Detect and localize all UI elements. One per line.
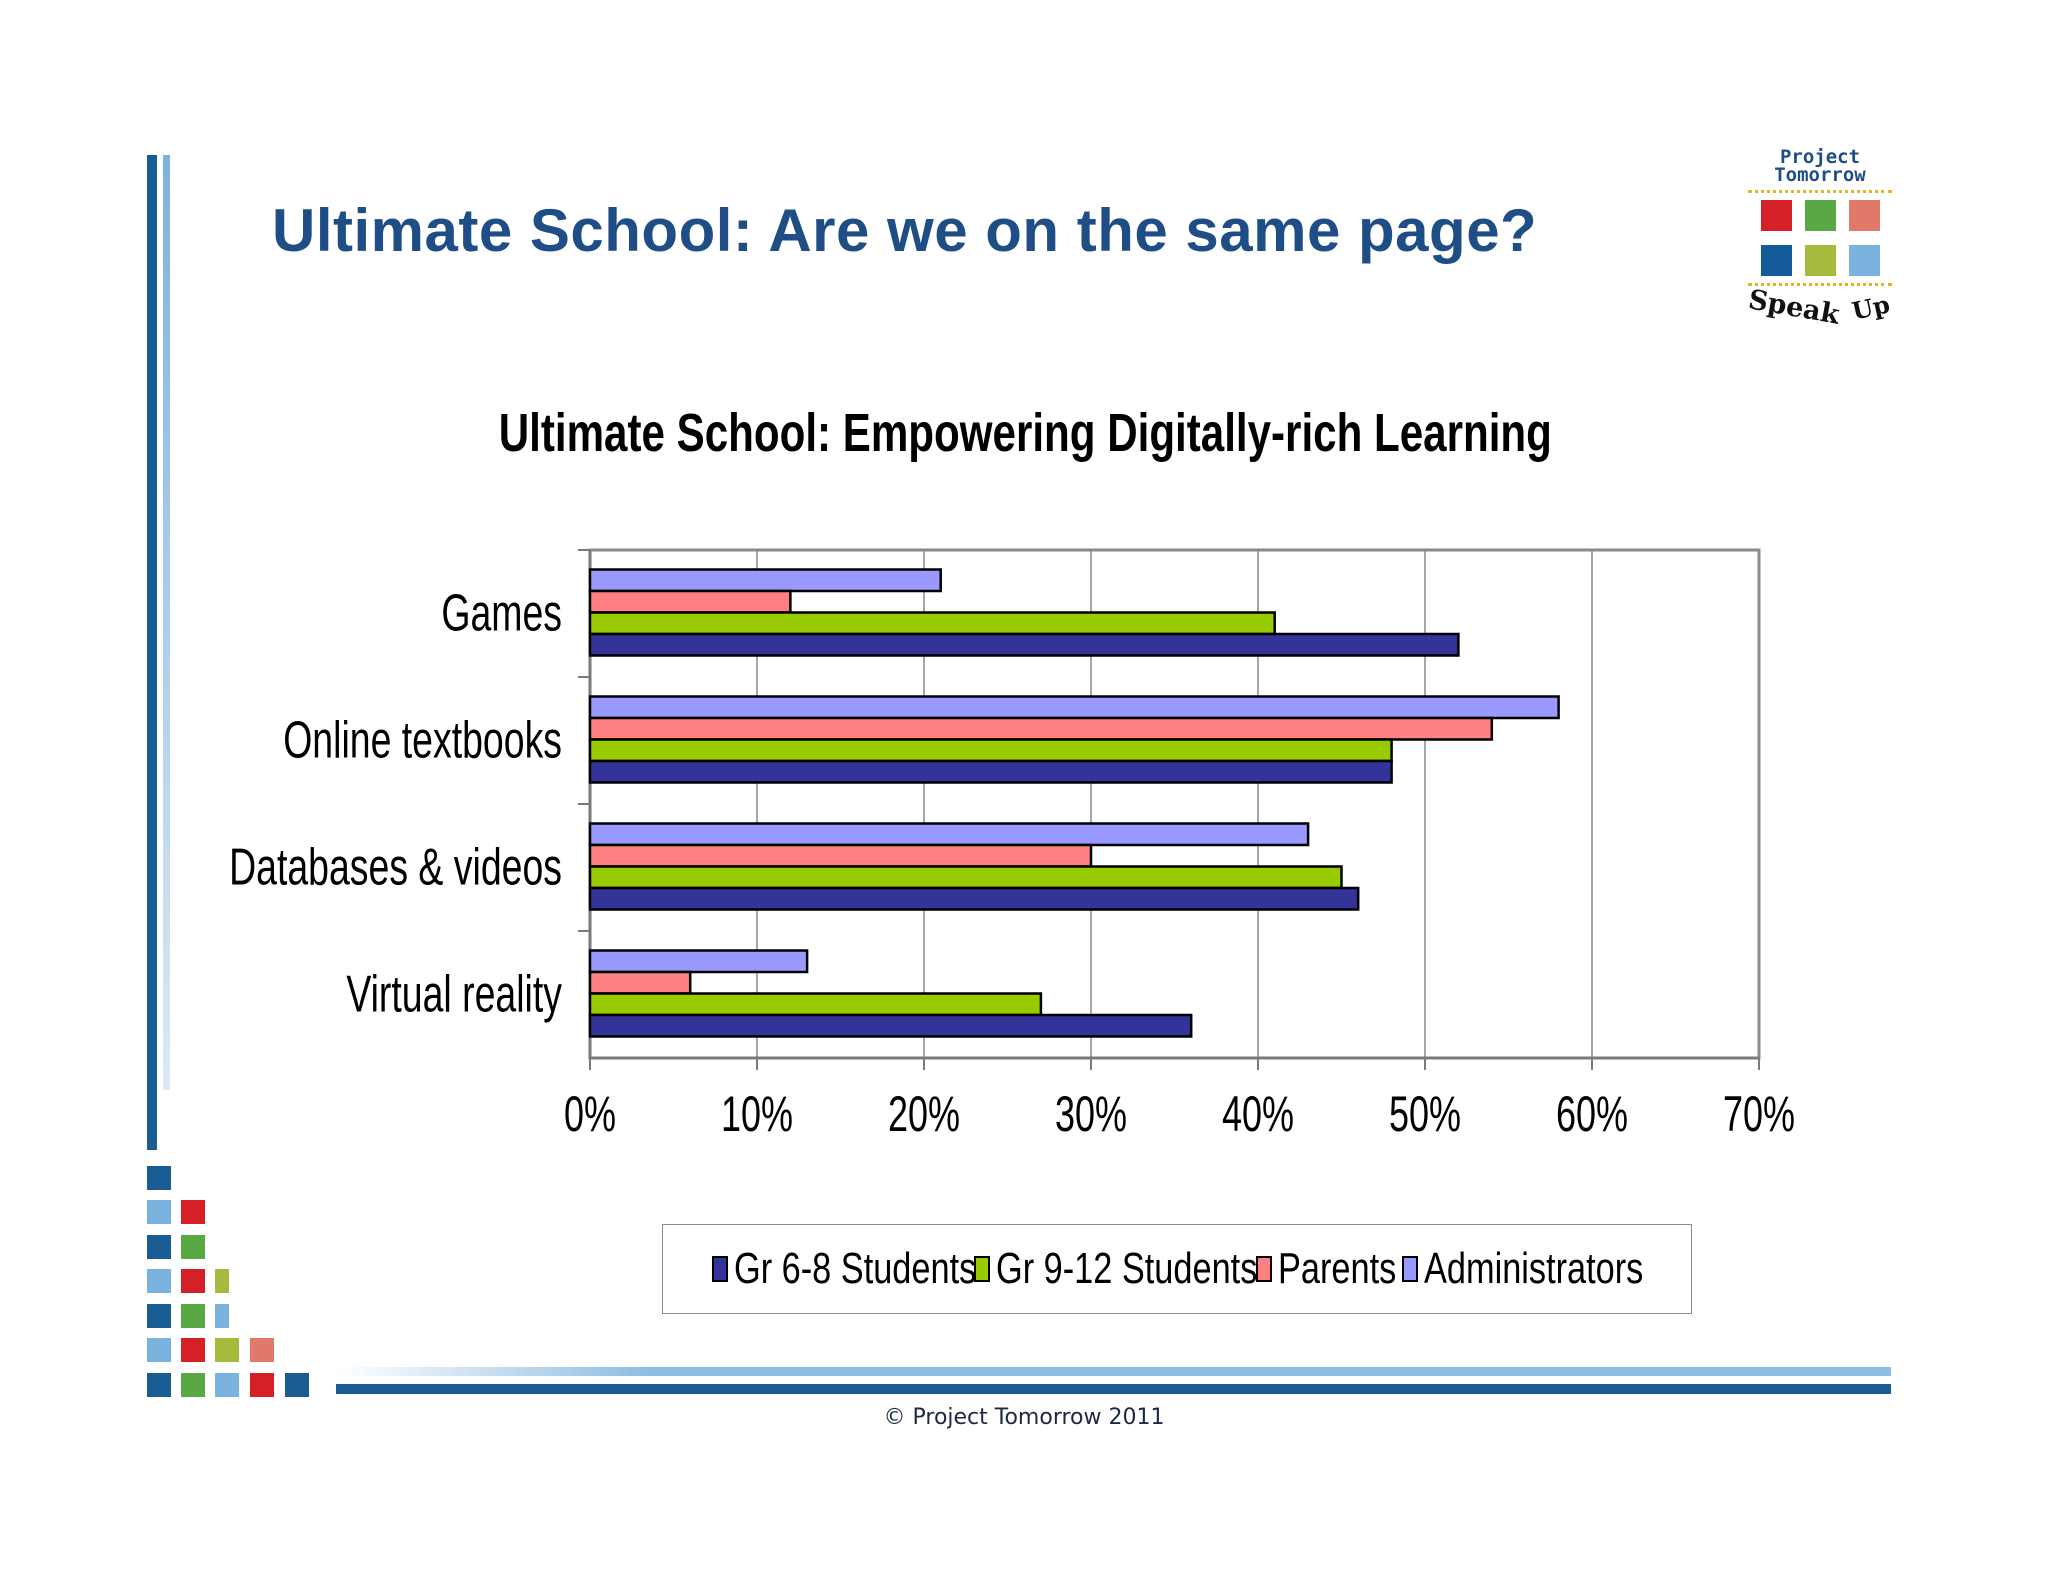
logo-divider-bottom bbox=[1748, 283, 1892, 286]
logo-square bbox=[1805, 245, 1836, 276]
category-label: Games bbox=[441, 583, 562, 642]
deco-square bbox=[250, 1338, 274, 1362]
bar bbox=[588, 865, 1343, 890]
deco-square bbox=[181, 1373, 205, 1397]
footer-rule-dark bbox=[336, 1384, 1891, 1394]
category-label: Virtual reality bbox=[346, 964, 562, 1023]
bar bbox=[588, 738, 1393, 763]
x-tick-label: 40% bbox=[1222, 1087, 1294, 1142]
legend-label: Gr 9-12 Students bbox=[996, 1244, 1258, 1293]
legend-item: Administrators bbox=[1402, 1244, 1644, 1294]
footer-rule-light bbox=[336, 1367, 1891, 1376]
deco-square bbox=[285, 1373, 309, 1397]
deco-square bbox=[147, 1338, 171, 1362]
deco-square bbox=[147, 1235, 171, 1259]
bar bbox=[588, 589, 792, 614]
chart-legend: Gr 6-8 Students Gr 9-12 Students Parents… bbox=[662, 1224, 1692, 1314]
category-label: Online textbooks bbox=[283, 710, 562, 769]
x-tick-label: 30% bbox=[1055, 1087, 1127, 1142]
bar bbox=[588, 822, 1310, 847]
deco-square bbox=[181, 1200, 205, 1224]
logo-square bbox=[1849, 200, 1880, 231]
legend-swatch bbox=[712, 1256, 728, 1282]
logo-square bbox=[1849, 245, 1880, 276]
legend-swatch bbox=[1402, 1256, 1418, 1282]
legend-label: Parents bbox=[1278, 1244, 1397, 1293]
logo-line-1: Project bbox=[1779, 146, 1861, 168]
legend-item: Gr 6-8 Students bbox=[712, 1244, 977, 1294]
deco-square bbox=[215, 1269, 229, 1293]
category-label: Databases & videos bbox=[229, 837, 562, 896]
deco-square bbox=[215, 1338, 239, 1362]
logo-divider-top bbox=[1748, 190, 1892, 193]
project-tomorrow-speak-up-logo: Project Tomorrow Speak Up bbox=[1740, 146, 1900, 336]
legend-item: Parents bbox=[1256, 1244, 1397, 1294]
deco-square bbox=[250, 1373, 274, 1397]
legend-swatch bbox=[1256, 1256, 1272, 1282]
deco-square bbox=[147, 1269, 171, 1293]
deco-square bbox=[181, 1304, 205, 1328]
x-tick-label: 60% bbox=[1556, 1087, 1628, 1142]
x-tick-label: 50% bbox=[1389, 1087, 1461, 1142]
deco-square bbox=[215, 1304, 229, 1328]
left-accent-bar-light bbox=[163, 155, 170, 1090]
bar bbox=[588, 1013, 1193, 1038]
x-tick-label: 0% bbox=[564, 1087, 616, 1142]
x-tick-label: 10% bbox=[721, 1087, 793, 1142]
bar bbox=[588, 843, 1093, 868]
logo-square bbox=[1761, 245, 1792, 276]
deco-square bbox=[147, 1166, 171, 1190]
left-accent-bar-dark bbox=[147, 155, 157, 1150]
bar bbox=[588, 759, 1393, 784]
bar bbox=[588, 992, 1043, 1017]
deco-square bbox=[181, 1338, 205, 1362]
bar bbox=[588, 568, 942, 593]
deco-square bbox=[147, 1200, 171, 1224]
chart-title: Ultimate School: Empowering Digitally-ri… bbox=[498, 403, 1552, 463]
logo-square bbox=[1761, 200, 1792, 231]
bar bbox=[588, 716, 1494, 741]
deco-square bbox=[147, 1373, 171, 1397]
bar bbox=[588, 970, 692, 995]
legend-label: Administrators bbox=[1424, 1244, 1644, 1293]
legend-swatch bbox=[974, 1256, 990, 1282]
deco-square bbox=[181, 1235, 205, 1259]
legend-item: Gr 9-12 Students bbox=[974, 1244, 1258, 1294]
deco-square bbox=[181, 1269, 205, 1293]
x-tick-label: 20% bbox=[888, 1087, 960, 1142]
bar bbox=[588, 695, 1560, 720]
slide-title: Ultimate School: Are we on the same page… bbox=[272, 197, 1538, 264]
copyright-footer: © Project Tomorrow 2011 bbox=[883, 1405, 1165, 1430]
bar bbox=[588, 886, 1360, 911]
deco-square bbox=[147, 1304, 171, 1328]
bar bbox=[588, 949, 809, 974]
bar bbox=[588, 632, 1460, 657]
legend-label: Gr 6-8 Students bbox=[734, 1244, 977, 1293]
logo-line-2: Tomorrow bbox=[1774, 164, 1866, 186]
deco-square bbox=[215, 1373, 239, 1397]
logo-square bbox=[1805, 200, 1836, 231]
bar bbox=[588, 611, 1276, 636]
x-tick-label: 70% bbox=[1723, 1087, 1795, 1142]
